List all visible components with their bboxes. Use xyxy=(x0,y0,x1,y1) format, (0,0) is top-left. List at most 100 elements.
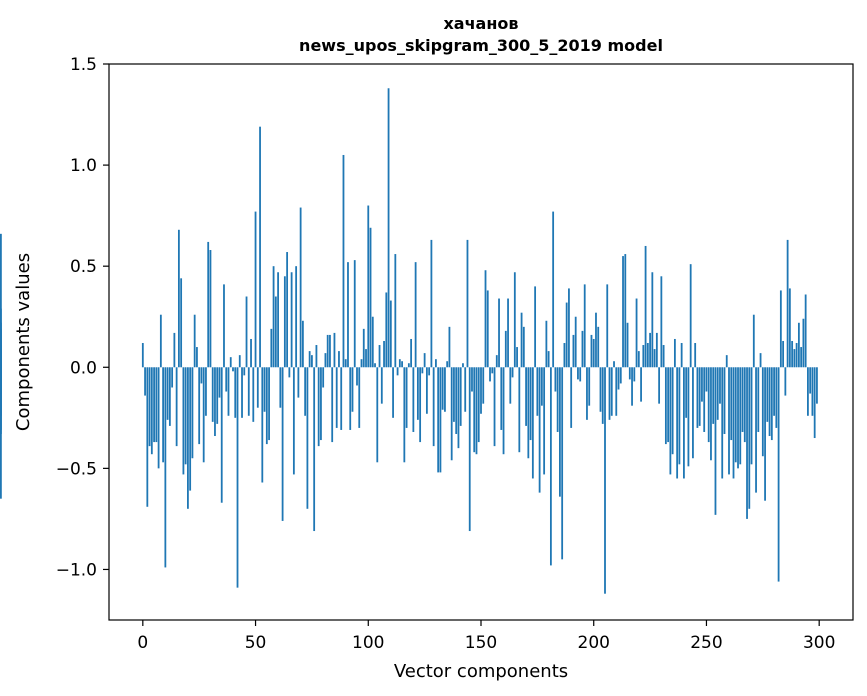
bar xyxy=(342,154,345,368)
bar xyxy=(660,276,663,368)
bar xyxy=(455,367,458,434)
bar xyxy=(667,367,670,443)
bar xyxy=(283,276,286,368)
x-tick-label: 100 xyxy=(352,633,384,653)
bar xyxy=(604,367,606,594)
bar xyxy=(561,367,564,560)
bar xyxy=(281,367,284,521)
bar xyxy=(507,298,509,368)
bar xyxy=(279,367,282,408)
bar xyxy=(353,260,356,368)
bar xyxy=(468,367,471,532)
bar xyxy=(448,326,451,368)
bar xyxy=(439,367,442,473)
bar xyxy=(0,233,2,368)
bar xyxy=(577,367,579,380)
bar xyxy=(493,367,496,447)
bar xyxy=(209,250,212,368)
bar xyxy=(475,367,478,455)
bar xyxy=(601,367,604,424)
bar xyxy=(416,367,419,420)
y-tick-label: −0.5 xyxy=(56,459,97,479)
bar xyxy=(633,367,636,382)
bar xyxy=(556,367,559,432)
bar xyxy=(389,300,392,368)
bar xyxy=(624,254,627,368)
bar xyxy=(491,367,494,374)
bar xyxy=(295,266,298,368)
chart-title-line-2: news_upos_skipgram_300_5_2019 model xyxy=(299,36,663,55)
bar xyxy=(489,367,491,382)
bar xyxy=(734,367,737,463)
bar xyxy=(791,340,794,368)
bar xyxy=(227,367,230,416)
bar xyxy=(419,367,422,443)
bar xyxy=(784,367,787,396)
bar xyxy=(579,367,582,382)
bar xyxy=(329,334,331,368)
bar xyxy=(347,262,349,368)
bar xyxy=(0,322,2,368)
bar xyxy=(752,314,755,368)
bar xyxy=(498,298,500,368)
x-tick-label: 0 xyxy=(137,633,148,653)
bar xyxy=(563,343,566,368)
bar xyxy=(432,367,435,447)
bar xyxy=(166,367,169,420)
bar xyxy=(254,211,257,368)
bar xyxy=(446,361,449,368)
bar xyxy=(423,353,426,368)
bar xyxy=(807,367,809,416)
bar xyxy=(232,367,234,372)
bar xyxy=(405,367,408,428)
bar xyxy=(385,292,388,368)
bar xyxy=(642,345,645,368)
bar xyxy=(182,367,185,475)
y-tick-label: 1.0 xyxy=(70,156,97,176)
bar xyxy=(800,347,803,368)
bar xyxy=(495,355,498,368)
bar xyxy=(313,367,316,532)
bar xyxy=(543,367,546,475)
bar xyxy=(387,88,390,368)
bar xyxy=(292,367,295,475)
bar xyxy=(241,367,243,418)
bar xyxy=(155,367,158,443)
bar xyxy=(484,270,487,368)
bar xyxy=(164,367,167,568)
bar xyxy=(216,367,219,424)
bar xyxy=(378,345,381,368)
bar xyxy=(545,320,548,368)
bar xyxy=(581,330,584,368)
bar xyxy=(374,363,376,368)
x-tick-label: 150 xyxy=(465,633,497,653)
bar xyxy=(689,264,692,368)
bar xyxy=(311,355,313,368)
bar xyxy=(428,367,431,376)
bar xyxy=(536,367,539,416)
bar xyxy=(748,367,751,509)
bar xyxy=(482,367,485,404)
bar xyxy=(349,367,352,430)
bar xyxy=(261,367,264,483)
bar xyxy=(813,367,816,439)
y-axis-ticks: 1.5 1.0 0.5 0.0 −0.5 −1.0 xyxy=(56,55,109,580)
bar xyxy=(265,367,268,445)
bar xyxy=(525,367,527,426)
bar xyxy=(367,205,370,368)
bar xyxy=(664,367,667,445)
bar xyxy=(588,367,591,406)
bar xyxy=(685,367,688,418)
bar xyxy=(610,367,613,416)
bar xyxy=(743,367,746,443)
bar xyxy=(759,353,762,368)
bar xyxy=(739,367,742,465)
bar xyxy=(692,367,694,459)
bar xyxy=(662,345,665,368)
bar xyxy=(719,367,721,404)
bar xyxy=(338,351,340,368)
bar xyxy=(180,278,183,368)
bar xyxy=(619,367,622,384)
bar xyxy=(797,322,800,368)
